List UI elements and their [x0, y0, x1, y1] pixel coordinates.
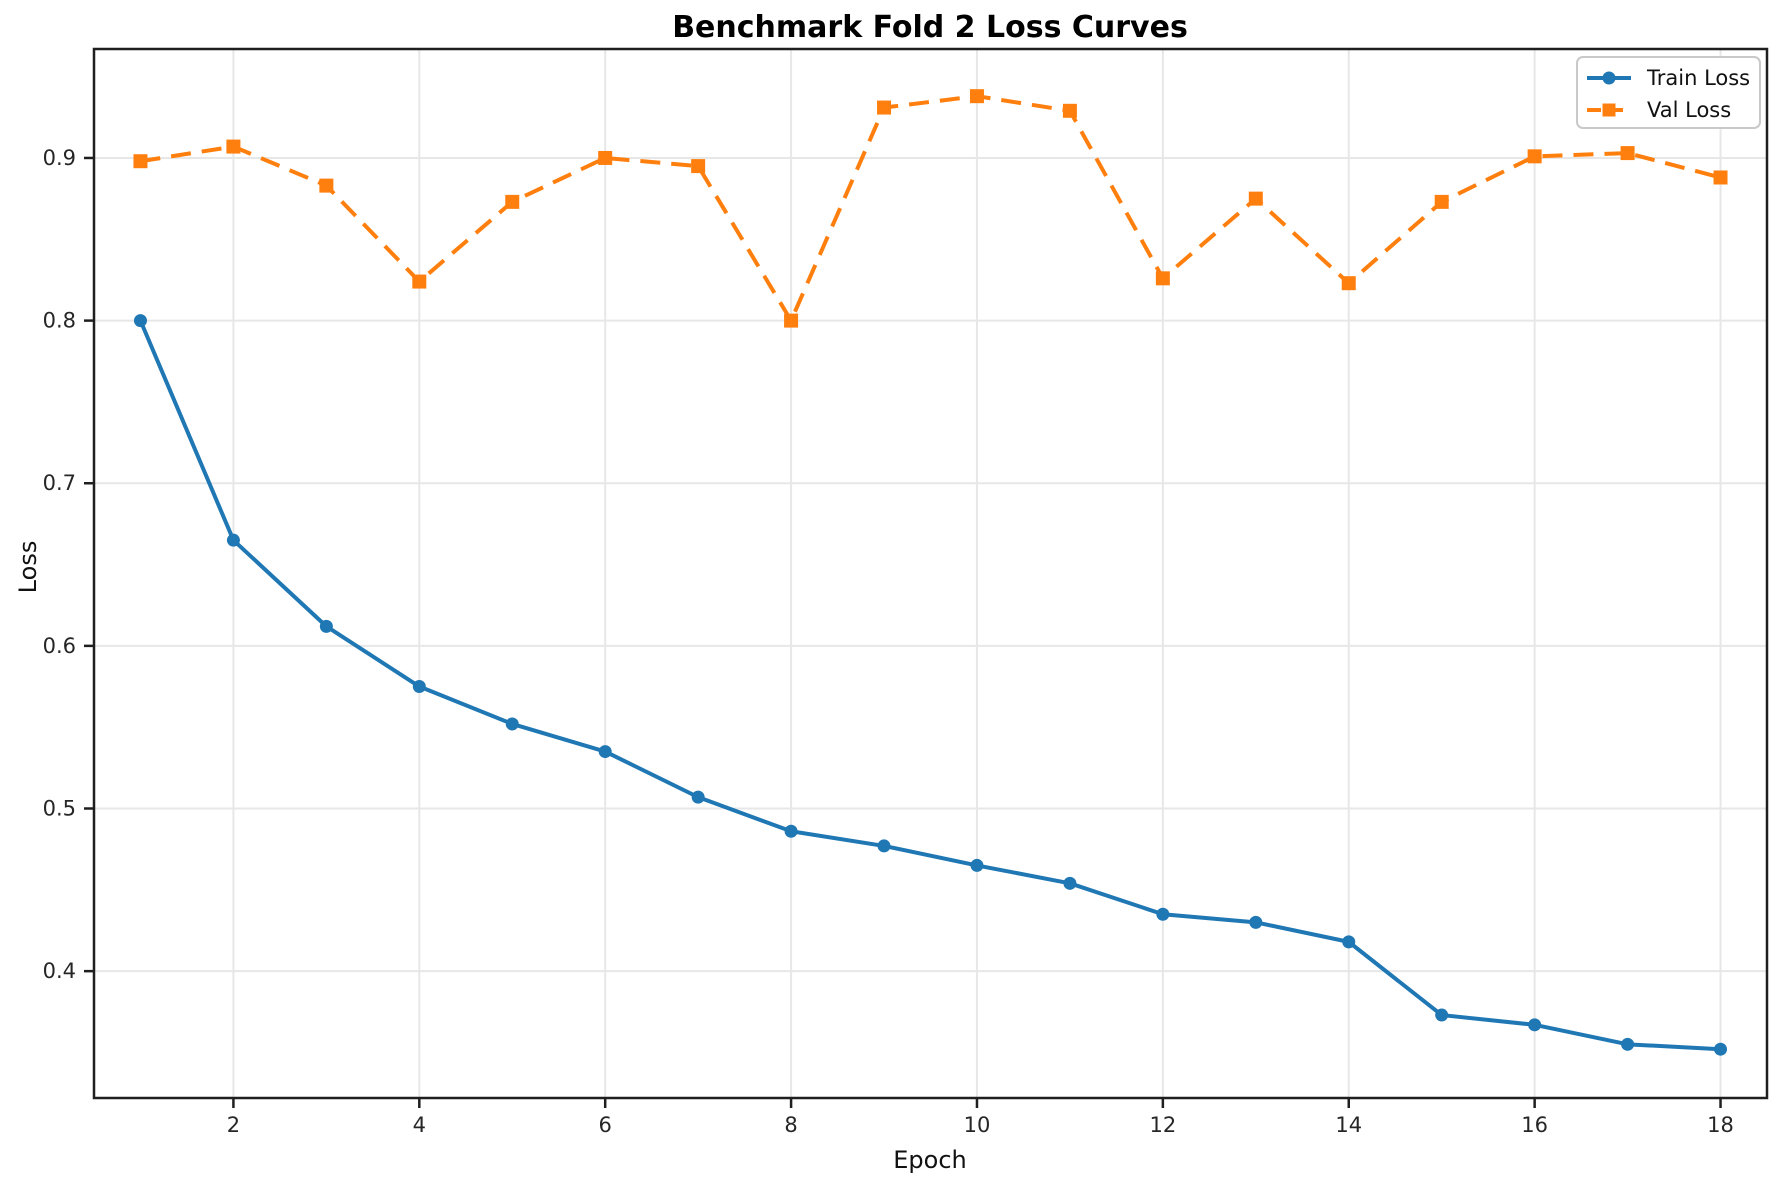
train-loss-point [1621, 1037, 1635, 1051]
val-loss-point [226, 139, 241, 154]
train-loss-point [505, 717, 519, 731]
val-loss-point [1434, 194, 1449, 209]
x-tick-label: 10 [964, 1113, 991, 1137]
y-tick-label: 0.9 [43, 146, 76, 170]
y-tick-label: 0.8 [43, 309, 76, 333]
x-tick-label: 2 [227, 1113, 240, 1137]
train-loss-point [133, 314, 147, 328]
train-loss-point [1714, 1042, 1728, 1056]
val-loss-point [969, 89, 984, 104]
train-loss-point [1156, 907, 1170, 921]
x-tick-label: 14 [1335, 1113, 1362, 1137]
x-tick-label: 12 [1149, 1113, 1176, 1137]
train-loss-point [319, 619, 333, 633]
legend-train-marker-icon [1602, 71, 1616, 85]
train-loss-point [412, 680, 426, 694]
val-loss-point [1341, 276, 1356, 291]
train-loss-point [1249, 915, 1263, 929]
y-tick-label: 0.7 [43, 471, 76, 495]
val-loss-series [133, 89, 1728, 328]
train-loss-point [226, 533, 240, 547]
train-loss-point [598, 745, 612, 759]
chart-title: Benchmark Fold 2 Loss Curves [672, 10, 1188, 45]
x-tick-label: 4 [413, 1113, 426, 1137]
val-loss-line [140, 94, 1722, 323]
legend-label-train-loss: Train Loss [1646, 66, 1750, 90]
train-loss-point [784, 824, 798, 838]
axis-ticks: 2 4 6 8 10 12 14 16 18 0.4 0.5 0.6 0.7 0.8 0.9 [43, 146, 1734, 1137]
train-loss-point [691, 790, 705, 804]
val-loss-point [1155, 271, 1170, 286]
legend-label-val-loss: Val Loss [1647, 98, 1731, 122]
val-loss-point [1062, 103, 1077, 118]
legend-val-marker-icon [1602, 103, 1616, 117]
val-loss-point [784, 313, 799, 328]
train-loss-point [1063, 876, 1077, 890]
y-tick-label: 0.4 [43, 959, 76, 983]
train-loss-line [138, 319, 1721, 1052]
val-loss-point [319, 178, 334, 193]
val-loss-point [505, 194, 520, 209]
y-tick-label: 0.5 [43, 797, 76, 821]
x-tick-label: 18 [1707, 1113, 1734, 1137]
val-loss-point [1527, 149, 1542, 164]
val-loss-point [412, 274, 427, 289]
axes-frame [92, 47, 1769, 1100]
x-tick-label: 6 [599, 1113, 612, 1137]
train-loss-point [1342, 935, 1356, 949]
x-axis-label: Epoch [893, 1146, 967, 1174]
y-tick-label: 0.6 [43, 634, 76, 658]
train-loss-series [133, 314, 1728, 1056]
val-loss-point [133, 154, 148, 169]
val-loss-point [691, 159, 706, 174]
val-loss-point [1248, 191, 1263, 206]
grid-lines [94, 49, 1767, 1098]
train-loss-point [1528, 1018, 1542, 1032]
train-loss-point [1435, 1008, 1449, 1022]
val-loss-point [1620, 146, 1635, 161]
val-loss-point [598, 150, 613, 165]
x-tick-label: 8 [784, 1113, 797, 1137]
y-axis-label: Loss [14, 541, 42, 594]
legend [1576, 56, 1761, 129]
train-loss-point [970, 858, 984, 872]
plot-area: 2 4 6 8 10 12 14 16 18 0.4 0.5 0.6 0.7 0.8 0.9 [43, 47, 1769, 1137]
val-loss-point [877, 100, 892, 115]
train-loss-point [877, 839, 891, 853]
val-loss-point [1713, 170, 1728, 185]
x-tick-label: 16 [1521, 1113, 1548, 1137]
